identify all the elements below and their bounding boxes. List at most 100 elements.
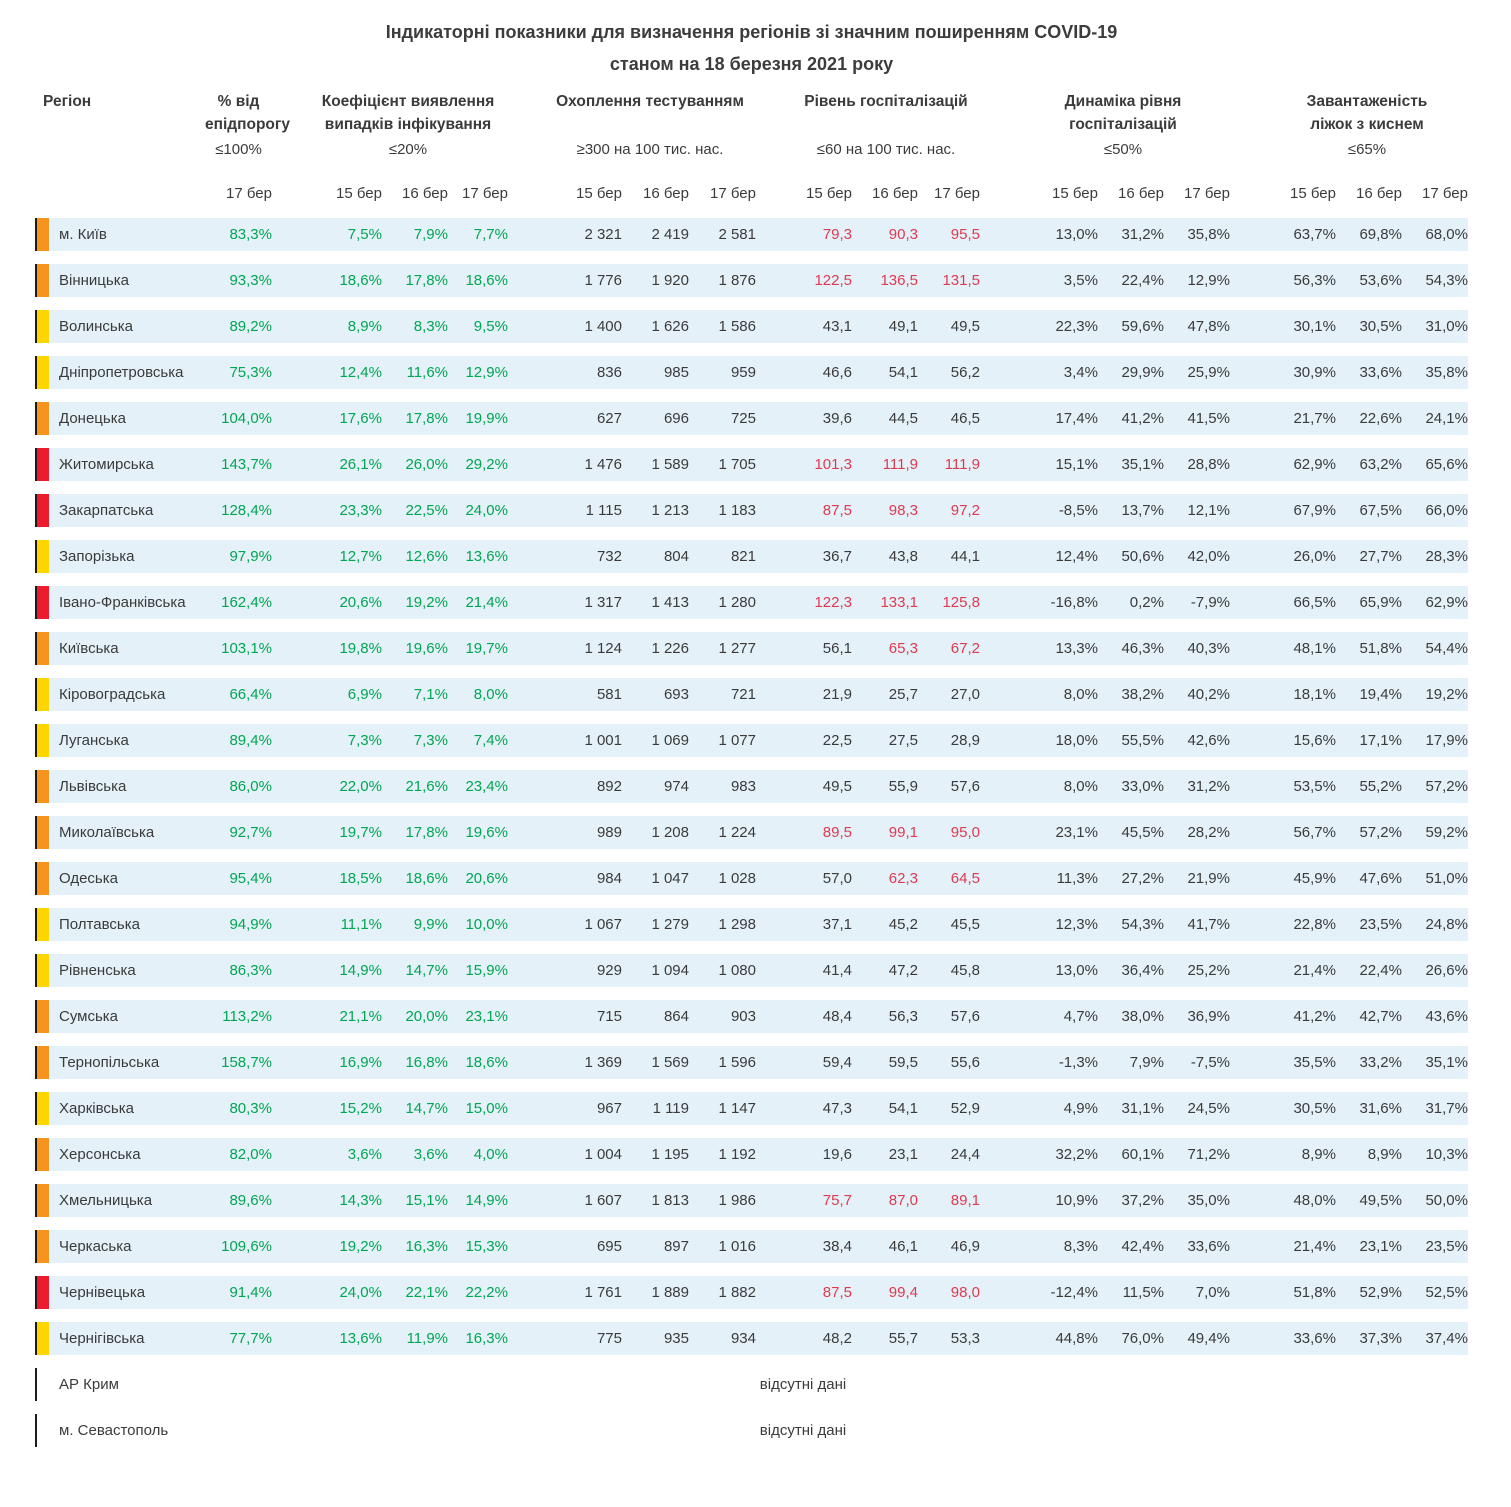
epid-threshold-value: 103,1% xyxy=(221,640,272,657)
hospitalization-level-value: 79,3 xyxy=(822,226,852,243)
detection-rate-value: 19,2% xyxy=(339,1238,382,1255)
hospitalization-level-value: 55,6 xyxy=(950,1054,980,1071)
group-title-line: Динаміка рівня xyxy=(1064,93,1182,110)
region-name: Сумська xyxy=(59,1008,119,1025)
region-row: Львівська 86,0% 22,0% 21,6% 23,4% 892 974 983 49… xyxy=(35,770,1468,803)
region-cell: Львівська xyxy=(35,770,205,803)
region-cell: Херсонська xyxy=(35,1138,205,1171)
testing-coverage-value: 1 280 xyxy=(718,594,756,611)
testing-coverage-value: 1 115 xyxy=(585,502,622,519)
hospitalization-dynamics-value: 59,6% xyxy=(1121,318,1164,335)
testing-coverage-value: 1 224 xyxy=(718,824,756,841)
group-title-line: Охоплення тестуванням xyxy=(556,93,744,110)
detection-rate-value: 7,1% xyxy=(413,686,448,703)
group-title-line: % від xyxy=(217,93,260,110)
oxygen-beds-value: 30,1% xyxy=(1293,318,1336,335)
hospitalization-dynamics-value: 40,2% xyxy=(1187,686,1230,703)
oxygen-beds-value: 54,3% xyxy=(1425,272,1468,289)
oxygen-beds-value: 54,4% xyxy=(1425,640,1468,657)
risk-level-chip xyxy=(37,908,49,941)
hospitalization-level-value: 87,0 xyxy=(888,1192,918,1209)
risk-level-chip xyxy=(37,678,49,711)
oxygen-beds-value: 41,2% xyxy=(1293,1008,1336,1025)
hospitalization-level-value: 45,2 xyxy=(888,916,918,933)
hospitalization-level-value: 24,4 xyxy=(950,1146,980,1163)
row-edge-mark xyxy=(35,1230,37,1263)
hospitalization-dynamics-value: 28,2% xyxy=(1187,824,1230,841)
testing-coverage-value: 1 067 xyxy=(584,916,622,933)
epid-threshold-value: 95,4% xyxy=(229,870,272,887)
hospitalization-level-value: 23,1 xyxy=(888,1146,918,1163)
detection-rate-value: 7,3% xyxy=(413,732,448,749)
date-header: 15 бер xyxy=(576,185,622,202)
oxygen-beds-value: 24,8% xyxy=(1425,916,1468,933)
oxygen-beds-value: 30,5% xyxy=(1359,318,1402,335)
testing-coverage-value: 1 213 xyxy=(651,502,689,519)
hospitalization-dynamics-value: 33,0% xyxy=(1121,778,1164,795)
threshold-epid: ≤100% xyxy=(215,141,262,158)
row-edge-mark xyxy=(35,1138,37,1171)
threshold-testing: ≥300 на 100 тис. нас. xyxy=(576,141,724,158)
hospitalization-level-value: 122,3 xyxy=(814,594,852,611)
row-edge-mark xyxy=(35,1184,37,1217)
hospitalization-dynamics-value: 3,4% xyxy=(1063,364,1098,381)
region-cell: Івано-Франківська xyxy=(35,586,205,619)
group-title-line: випадків інфікування xyxy=(324,116,492,133)
date-header: 17 бер xyxy=(226,185,272,202)
hospitalization-dynamics-value: 46,3% xyxy=(1121,640,1164,657)
region-cell: Донецька xyxy=(35,402,205,435)
region-row: Рівненська 86,3% 14,9% 14,7% 15,9% 929 1 094 1 … xyxy=(35,954,1468,987)
hospitalization-dynamics-value: 41,2% xyxy=(1121,410,1164,427)
epid-threshold-value: 128,4% xyxy=(221,502,272,519)
oxygen-beds-value: 18,1% xyxy=(1293,686,1336,703)
oxygen-beds-value: 31,7% xyxy=(1425,1100,1468,1117)
detection-rate-value: 8,3% xyxy=(413,318,448,335)
oxygen-beds-value: 48,0% xyxy=(1293,1192,1336,1209)
region-row: Чернігівська 77,7% 13,6% 11,9% 16,3% 775 935 93… xyxy=(35,1322,1468,1355)
hospitalization-level-value: 49,1 xyxy=(888,318,918,335)
date-header: 16 бер xyxy=(643,185,689,202)
region-name: Харківська xyxy=(59,1100,134,1117)
hospitalization-dynamics-value: 8,3% xyxy=(1063,1238,1098,1255)
group-title-line: Завантаженість xyxy=(1306,93,1428,110)
hospitalization-dynamics-value: 12,4% xyxy=(1055,548,1098,565)
testing-coverage-value: 1 080 xyxy=(718,962,756,979)
region-cell: Полтавська xyxy=(35,908,205,941)
region-name: Запорізька xyxy=(59,548,135,565)
region-name: Волинська xyxy=(59,318,133,335)
oxygen-beds-value: 22,4% xyxy=(1359,962,1402,979)
row-edge-mark xyxy=(35,770,37,803)
testing-coverage-value: 1 476 xyxy=(584,456,622,473)
detection-rate-value: 19,8% xyxy=(339,640,382,657)
date-header: 15 бер xyxy=(336,185,382,202)
detection-rate-value: 22,1% xyxy=(405,1284,448,1301)
detection-rate-value: 17,8% xyxy=(405,824,448,841)
row-edge-mark xyxy=(35,632,37,665)
testing-coverage-value: 1 016 xyxy=(718,1238,756,1255)
hospitalization-dynamics-value: 11,5% xyxy=(1122,1284,1164,1301)
hospitalization-dynamics-value: 40,3% xyxy=(1187,640,1230,657)
testing-coverage-value: 1 876 xyxy=(718,272,756,289)
region-row: Харківська 80,3% 15,2% 14,7% 15,0% 967 1 119 1 … xyxy=(35,1092,1468,1125)
hospitalization-level-value: 65,3 xyxy=(888,640,918,657)
testing-coverage-value: 2 419 xyxy=(651,226,689,243)
oxygen-beds-value: 52,9% xyxy=(1359,1284,1402,1301)
hospitalization-level-value: 89,1 xyxy=(950,1192,980,1209)
region-row: Кіровоградська 66,4% 6,9% 7,1% 8,0% 581 693 721… xyxy=(35,678,1468,711)
epid-threshold-value: 158,7% xyxy=(221,1054,272,1071)
oxygen-beds-value: 21,4% xyxy=(1293,1238,1336,1255)
detection-rate-value: 26,1% xyxy=(339,456,382,473)
risk-level-chip xyxy=(37,1322,49,1355)
row-edge-mark xyxy=(35,264,37,297)
row-edge-mark xyxy=(35,1046,37,1079)
oxygen-beds-value: 55,2% xyxy=(1359,778,1402,795)
detection-rate-value: 18,6% xyxy=(465,272,508,289)
region-name: Полтавська xyxy=(59,916,140,933)
testing-coverage-value: 1 119 xyxy=(652,1100,689,1117)
region-cell: Харківська xyxy=(35,1092,205,1125)
oxygen-beds-value: 51,8% xyxy=(1293,1284,1336,1301)
oxygen-beds-value: 62,9% xyxy=(1425,594,1468,611)
hospitalization-dynamics-value: 22,3% xyxy=(1055,318,1098,335)
threshold-hospitalization: ≤60 на 100 тис. нас. xyxy=(816,141,956,158)
detection-rate-value: 24,0% xyxy=(465,502,508,519)
